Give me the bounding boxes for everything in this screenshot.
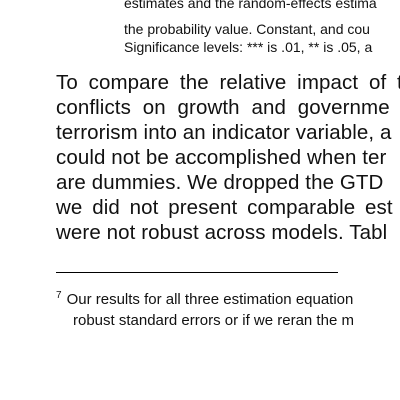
table-note-line-3: Significance levels: *** is .01, ** is .… bbox=[124, 39, 373, 55]
footnote-text-1: Our results for all three estimation equ… bbox=[66, 291, 354, 308]
body-line-2: conflicts on growth and governme bbox=[56, 96, 390, 119]
table-note-line-1: estimates and the random-effects estima bbox=[124, 0, 377, 11]
body-line-7: were not robust across models. Tabl bbox=[56, 221, 388, 244]
footnote-line-1: 7 Our results for all three estimation eq… bbox=[56, 290, 353, 309]
body-line-4: could not be accomplished when ter bbox=[56, 146, 387, 169]
body-line-5: are dummies. We dropped the GTD bbox=[56, 171, 384, 194]
body-line-3: terrorism into an indicator variable, a bbox=[56, 121, 392, 144]
body-line-1: To compare the relative impact of t bbox=[56, 71, 400, 94]
table-note-line-2: the probability value. Constant, and cou bbox=[124, 21, 370, 37]
footnote-separator bbox=[56, 272, 338, 273]
footnote-line-2: robust standard errors or if we reran th… bbox=[73, 312, 354, 329]
body-line-6: we did not present comparable est bbox=[56, 196, 393, 219]
footnote-marker: 7 bbox=[56, 290, 62, 301]
